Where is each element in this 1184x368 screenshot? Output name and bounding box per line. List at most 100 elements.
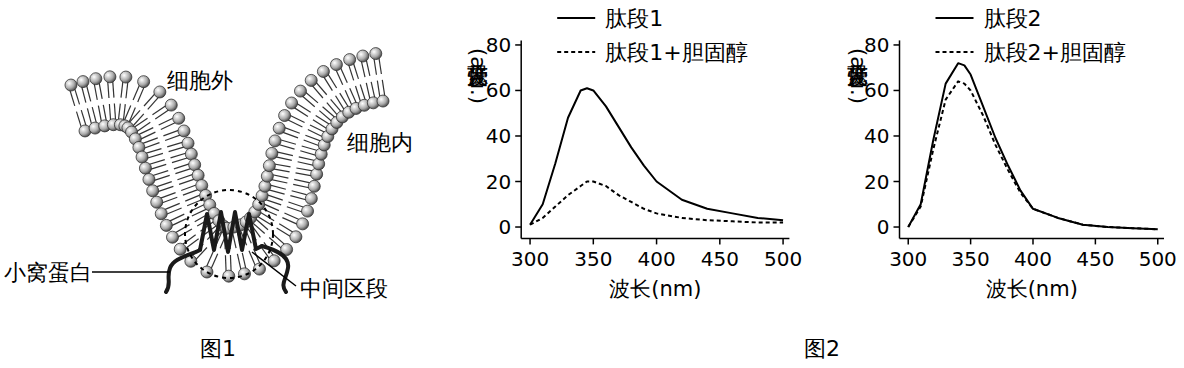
legend-swatch bbox=[557, 51, 595, 53]
y-tick bbox=[894, 44, 900, 46]
x-tick-label: 450 bbox=[701, 247, 739, 271]
lipid-head bbox=[185, 148, 197, 160]
x-tick bbox=[1157, 238, 1159, 244]
lipid-head bbox=[279, 110, 291, 122]
legend-label: 肽段1+胆固醇 bbox=[605, 40, 747, 65]
legend-label: 肽段1 bbox=[605, 6, 663, 31]
lipid-head bbox=[182, 137, 194, 149]
x-axis bbox=[521, 238, 789, 240]
y-tick-label: 20 bbox=[864, 170, 889, 194]
x-tick-label: 500 bbox=[764, 247, 802, 271]
legend-label: 肽段2+胆固醇 bbox=[984, 40, 1126, 65]
x-tick bbox=[656, 238, 658, 244]
lipid-head bbox=[223, 270, 235, 282]
lipid-head bbox=[201, 266, 213, 278]
y-tick-label: 0 bbox=[877, 215, 890, 239]
figure: 细胞外细胞内小窝蛋白中间区段图1图20204060803003504004505… bbox=[0, 0, 1184, 368]
x-tick-label: 300 bbox=[511, 247, 549, 271]
membrane-diagram bbox=[65, 48, 390, 292]
legend-swatch bbox=[557, 17, 595, 19]
x-tick-label: 400 bbox=[1014, 247, 1052, 271]
lipid-head bbox=[90, 73, 102, 85]
lipid-head bbox=[377, 95, 389, 107]
series-line bbox=[908, 81, 1158, 229]
lipid-head bbox=[151, 196, 163, 208]
x-tick-label: 450 bbox=[1076, 247, 1114, 271]
y-axis bbox=[520, 40, 522, 238]
lipid-head bbox=[261, 170, 273, 182]
y-tick-label: 40 bbox=[486, 124, 511, 148]
lipid-head bbox=[77, 76, 89, 88]
lipid-head bbox=[357, 50, 369, 62]
x-tick-label: 300 bbox=[889, 247, 927, 271]
lipid-head bbox=[174, 243, 186, 255]
plot-area bbox=[908, 63, 1158, 229]
legend-swatch bbox=[936, 17, 974, 19]
legend-label: 肽段2 bbox=[984, 6, 1042, 31]
lipid-head bbox=[330, 59, 342, 71]
caveolin-middle bbox=[200, 212, 262, 252]
chart: 020406080300350400450500波长(nm)荧光强度(a.u.)… bbox=[846, 6, 1177, 301]
lipid-head bbox=[297, 218, 309, 230]
x-tick bbox=[782, 238, 784, 244]
y-tick bbox=[515, 44, 521, 46]
lipid-head bbox=[370, 48, 382, 60]
lipid-head bbox=[104, 71, 116, 83]
y-tick bbox=[515, 181, 521, 183]
label: 细胞外 bbox=[167, 68, 233, 93]
lipid-head bbox=[317, 65, 329, 77]
lipid-head bbox=[173, 112, 185, 124]
lipid-head bbox=[139, 162, 151, 174]
x-tick bbox=[907, 238, 909, 244]
x-tick bbox=[1095, 238, 1097, 244]
lipid-head bbox=[65, 79, 77, 91]
lipid-head bbox=[155, 208, 167, 220]
lipid-head bbox=[154, 86, 166, 98]
series-line bbox=[908, 63, 1158, 229]
lipid-head bbox=[147, 185, 159, 197]
x-tick bbox=[1032, 238, 1034, 244]
lipid-head bbox=[136, 151, 148, 163]
x-tick bbox=[593, 238, 595, 244]
x-tick-label: 350 bbox=[952, 247, 990, 271]
membrane-guide bbox=[78, 76, 390, 252]
lipid-head bbox=[305, 74, 317, 86]
lipid-head bbox=[178, 125, 190, 137]
label: 中间区段 bbox=[300, 276, 388, 301]
x-tick bbox=[529, 238, 531, 244]
lipid-head bbox=[266, 147, 278, 159]
lipid-head bbox=[294, 85, 306, 97]
chart: 020406080300350400450500波长(nm)荧光强度(a.u.)… bbox=[466, 6, 802, 301]
y-tick bbox=[894, 181, 900, 183]
y-axis-label: 荧光强度(a.u.) bbox=[846, 48, 870, 104]
lipid-head bbox=[305, 193, 317, 205]
y-tick bbox=[894, 135, 900, 137]
y-tick bbox=[894, 226, 900, 228]
lipid-head bbox=[286, 97, 298, 109]
leader-line bbox=[252, 252, 296, 286]
lipid-head bbox=[165, 99, 177, 111]
lipid-head bbox=[138, 76, 150, 88]
lipid-head bbox=[143, 173, 155, 185]
label: 小窝蛋白 bbox=[4, 260, 92, 285]
x-tick-label: 350 bbox=[574, 247, 612, 271]
series-line bbox=[530, 182, 783, 225]
legend-swatch bbox=[936, 51, 974, 53]
lipid-head bbox=[308, 180, 320, 192]
lipid-head bbox=[269, 135, 281, 147]
lipid-heads bbox=[65, 48, 389, 283]
lipid-head bbox=[290, 231, 302, 243]
lipid-head bbox=[273, 122, 285, 134]
highlight-circle bbox=[185, 190, 273, 278]
x-axis-label: 波长(nm) bbox=[986, 277, 1078, 301]
x-tick-label: 500 bbox=[1139, 247, 1177, 271]
y-tick-label: 20 bbox=[486, 170, 511, 194]
caveolin-tail bbox=[166, 250, 200, 292]
y-tick bbox=[515, 135, 521, 137]
y-tick-label: 40 bbox=[864, 124, 889, 148]
lipid-head bbox=[166, 231, 178, 243]
lipid-tails bbox=[69, 53, 386, 276]
caption: 图1 bbox=[200, 336, 236, 361]
lipid-head bbox=[263, 160, 275, 172]
lipid-head bbox=[160, 219, 172, 231]
